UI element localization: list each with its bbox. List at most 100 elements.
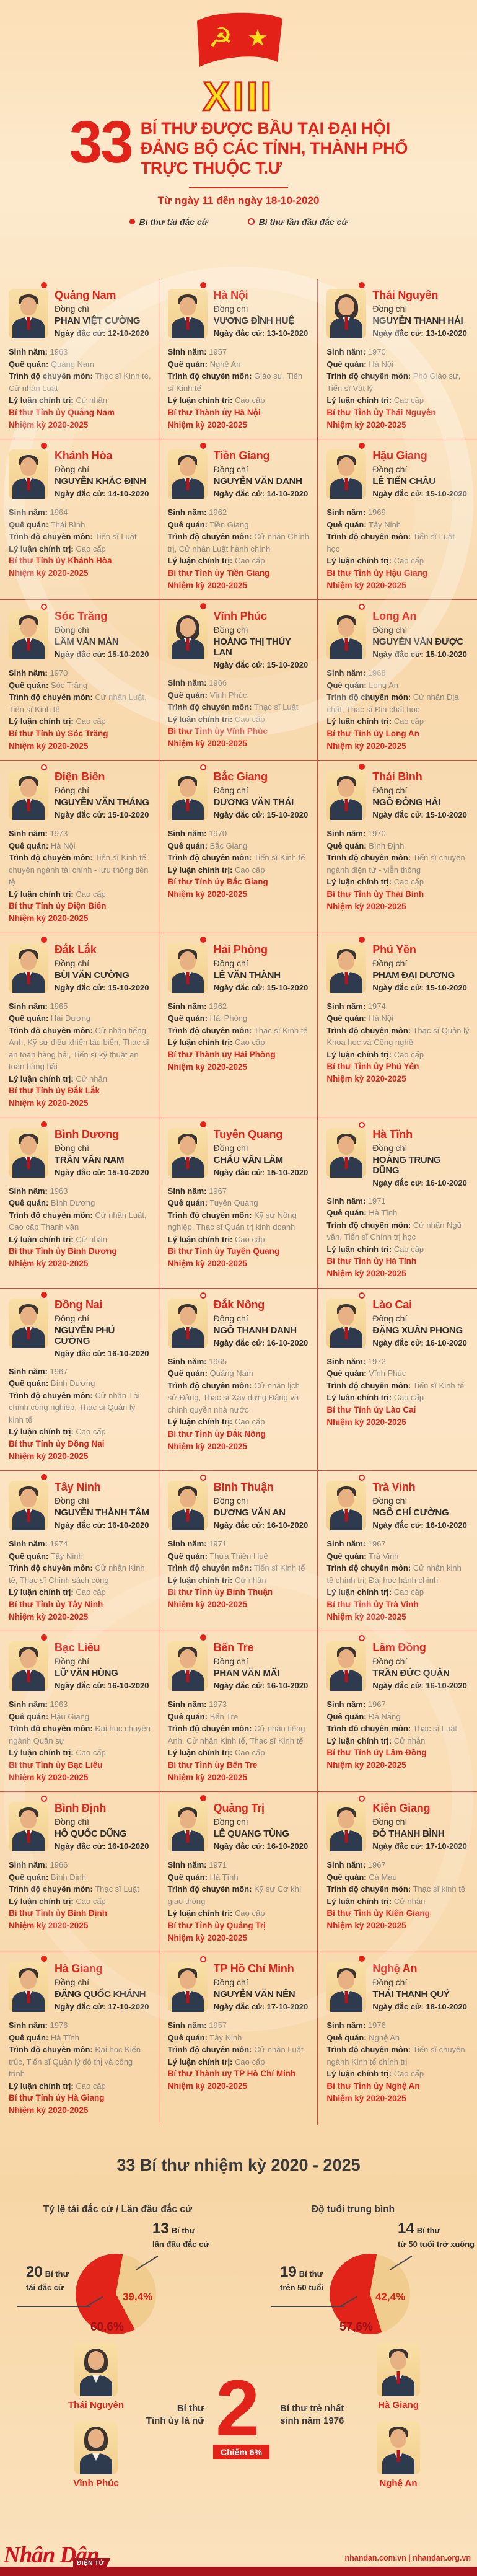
province-name: Kiên Giang [372, 1802, 431, 1814]
title-divider [189, 187, 288, 188]
secretary-name: ĐẶNG QUỐC KHÁNH [55, 1989, 146, 2000]
comrade-label: Đồng chí [55, 464, 90, 474]
congress-numeral: XIII [202, 73, 274, 119]
hometown-row: Quê quán: Hà Nội [326, 359, 393, 369]
hometown-row: Quê quán: Bến Tre [167, 1711, 239, 1721]
hometown-row: Quê quán: Hà Tĩnh [9, 2032, 79, 2042]
education-row: Trình độ chuyên môn: Tiến sĩ Kinh tế chu… [9, 853, 149, 886]
education-row: Trình độ chuyên môn: Thạc sĩ Quản lý Kho… [326, 1025, 470, 1048]
elect-status-dot [199, 1956, 206, 1962]
education-row: Trình độ chuyên môn: Cử nhân tiếng Anh, … [167, 1724, 305, 1745]
elect-status-dot [41, 936, 47, 943]
education-row: Trình độ chuyên môn: Cử nhân Ngữ văn, Ti… [326, 1220, 463, 1242]
theory-row: Lý luận chính trị: Cao cấp [326, 1244, 424, 1254]
count-33: 33 [69, 108, 134, 175]
secretary-name: NGUYỄN THANH HẢI [372, 315, 463, 326]
secretary-photo [9, 1634, 48, 1691]
feature-photo-ha-giang [377, 2342, 420, 2396]
education-row: Trình độ chuyên môn: Thạc sĩ Luật [167, 702, 299, 712]
term-label: Nhiệm kỳ 2020-2025 [326, 420, 406, 430]
province-name: Đắk Nông [213, 1298, 265, 1311]
secretary-name: PHAN VĂN MÃI [213, 1668, 280, 1678]
theory-row: Lý luận chính trị: Cử nhân [167, 1575, 266, 1585]
secretary-photo [326, 936, 367, 993]
secretary-card: Bình Định Đồng chí HỒ QUỐC DŨNG Ngày đắc… [0, 1792, 159, 1952]
position-title: Bí thư Tỉnh ủy Đắk Lắk [9, 1086, 100, 1095]
legend-reelected: Bí thư tái đắc cử [129, 217, 208, 227]
elected-date: Ngày đắc cử: 14-10-2020 [213, 489, 309, 498]
term-label: Nhiệm kỳ 2020-2025 [326, 901, 406, 911]
position-title: Bí thư Tỉnh ủy Đắk Nông [167, 1429, 266, 1439]
elect-status-dot [359, 1635, 365, 1641]
elected-date: Ngày đắc cử: 15-10-2020 [372, 982, 467, 992]
term-label: Nhiệm kỳ 2020-2025 [167, 1259, 247, 1269]
elected-date: Ngày đắc cử: 18-10-2020 [372, 2002, 467, 2011]
female-secretaries-label: Bí thư Tỉnh ủy là nữ [146, 2402, 204, 2426]
term-label: Nhiệm kỳ 2020-2025 [326, 1074, 406, 1084]
secretary-card: Bình Thuận Đồng chí DƯƠNG VĂN AN Ngày đắ… [159, 1471, 318, 1631]
birth-year-row: Sinh năm: 1974 [9, 1539, 68, 1548]
position-title: Bí thư Tỉnh ủy Bạc Liêu [9, 1760, 103, 1770]
province-name: Bình Dương [55, 1127, 119, 1140]
province-name: Lâm Đồng [372, 1641, 426, 1654]
elect-status-dot [41, 282, 47, 288]
education-row: Trình độ chuyên môn: Phó Giáo sư, Tiến s… [326, 371, 461, 393]
theory-row: Lý luận chính trị: Cao cấp [167, 1908, 265, 1918]
birth-year-row: Sinh năm: 1973 [167, 1700, 227, 1709]
position-title: Bí thư Tỉnh ủy Long An [326, 728, 419, 738]
secretary-name: PHAN VIỆT CƯỜNG [55, 315, 141, 326]
position-title: Bí thư Tỉnh ủy Hà Giang [9, 2093, 105, 2102]
elect-status-dot [359, 936, 365, 943]
hometown-row: Quê quán: Nghệ An [326, 2032, 400, 2042]
elected-date: Ngày đắc cử: 16-10-2020 [55, 1681, 149, 1690]
hometown-row: Quê quán: Đà Nẵng [326, 1711, 401, 1721]
secretary-photo [167, 603, 208, 659]
callout-reelected: 20 Bí thư tái đắc cử [26, 2263, 69, 2292]
elect-status-dot [199, 1634, 206, 1641]
callout-over50: 19 Bí thư trên 50 tuổi [280, 2263, 324, 2292]
education-row: Trình độ chuyên môn: Thạc sĩ Kinh tế, Cử… [9, 371, 151, 393]
term-label: Nhiệm kỳ 2020-2025 [167, 1933, 247, 1943]
right-chart-title: Độ tuổi trung bình [311, 2203, 395, 2215]
birth-year-row: Sinh năm: 1970 [9, 668, 68, 677]
theory-row: Lý luận chính trị: Cao cấp [326, 717, 424, 726]
secretary-photo [326, 1635, 367, 1691]
comrade-label: Đồng chí [213, 1496, 248, 1506]
term-label: Nhiệm kỳ 2020-2025 [9, 1612, 89, 1621]
secretary-name: HỒ QUỐC DŨNG [55, 1828, 127, 1839]
female-secretaries-count: 2 [216, 2363, 260, 2453]
comrade-label: Đồng chí [55, 1817, 90, 1827]
feature-caption: Thái Nguyên [68, 2399, 124, 2411]
secretary-photo [9, 936, 48, 993]
theory-row: Lý luận chính trị: Cao cấp [167, 1417, 265, 1426]
footer-urls[interactable]: nhandan.com.vn | nhandan.org.vn [344, 2553, 471, 2562]
position-title: Bí thư Tỉnh ủy Khánh Hòa [9, 556, 112, 565]
secretary-card: Bắc Giang Đồng chí DƯƠNG VĂN THÁI Ngày đ… [159, 761, 318, 933]
elected-date: Ngày đắc cử: 15-10-2020 [372, 810, 467, 819]
education-row: Trình độ chuyên môn: Đại học chuyên ngàn… [9, 1724, 151, 1745]
footer: Nhân Dân ĐIỆN TỬ nhandan.com.vn | nhanda… [0, 2521, 477, 2576]
theory-row: Lý luận chính trị: Cao cấp [167, 865, 265, 875]
hometown-row: Quê quán: Tiền Giang [167, 519, 249, 529]
secretary-photo [9, 1121, 48, 1178]
theory-row: Lý luận chính trị: Cao cấp [326, 877, 424, 886]
term-label: Nhiệm kỳ 2020-2025 [326, 741, 406, 751]
birth-year-row: Sinh năm: 1964 [9, 508, 68, 517]
callout-under50: 14 Bí thư từ 50 tuổi trở xuống [398, 2220, 475, 2249]
feature-photo-nghe-an [377, 2420, 420, 2474]
theory-row: Lý luận chính trị: Cao cấp [167, 395, 265, 405]
secretary-name: NGÔ ĐÔNG HẢI [372, 797, 441, 808]
province-name: Bình Định [55, 1802, 107, 1814]
secretary-photo [167, 443, 208, 499]
hometown-row: Quê quán: Vĩnh Phúc [167, 690, 247, 700]
education-row: Trình độ chuyên môn: Tiến sĩ chuyên ngàn… [326, 853, 465, 875]
theory-row: Lý luận chính trị: Cao cấp [326, 395, 424, 405]
position-title: Bí thư Tỉnh ủy Điện Biên [9, 901, 107, 911]
comrade-label: Đồng chí [213, 1977, 248, 1987]
hometown-row: Quê quán: Quảng Nam [9, 359, 94, 369]
hometown-row: Quê quán: Cà Mau [326, 1872, 397, 1882]
secretary-card: Tuyên Quang Đồng chí CHẨU VĂN LÂM Ngày đ… [159, 1118, 318, 1289]
education-row: Trình độ chuyên môn: Tiến sĩ Kinh tế [167, 1563, 305, 1573]
term-label: Nhiệm kỳ 2020-2025 [326, 1269, 406, 1279]
position-title: Bí thư Tỉnh ủy Nghệ An [326, 2081, 420, 2091]
